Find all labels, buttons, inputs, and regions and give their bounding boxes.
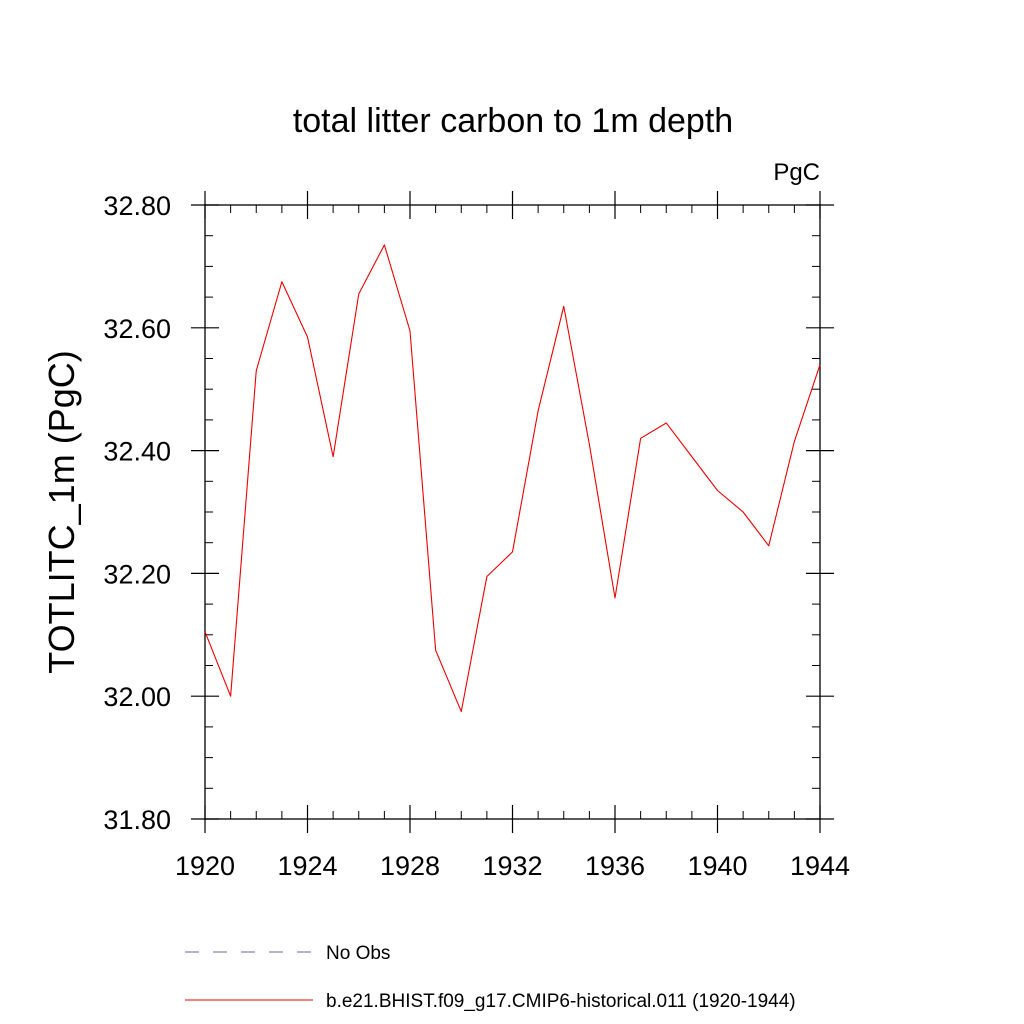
data-point [588, 443, 591, 446]
data-point [537, 409, 540, 412]
x-tick-label: 1924 [277, 851, 337, 881]
x-tick-label: 1920 [175, 851, 235, 881]
data-point [434, 649, 437, 652]
y-tick-label: 32.80 [103, 191, 171, 221]
x-tick-label: 1928 [380, 851, 440, 881]
data-point [255, 369, 258, 372]
y-axis-label: TOTLITC_1m (PgC) [41, 350, 82, 673]
data-point [280, 280, 283, 283]
data-point [767, 544, 770, 547]
data-point [639, 437, 642, 440]
y-tick-label: 31.80 [103, 805, 171, 835]
y-tick-label: 32.40 [103, 437, 171, 467]
data-point [819, 363, 822, 366]
legend-label: No Obs [326, 943, 390, 964]
x-tick-label: 1940 [687, 851, 747, 881]
series-line [204, 244, 821, 713]
data-point [204, 630, 207, 633]
y-axis-ticks: 31.80 32.00 32.20 32.40 32.60 32.80 [103, 191, 834, 835]
x-tick-label: 1936 [585, 851, 645, 881]
y-tick-label: 32.60 [103, 314, 171, 344]
data-point [511, 550, 514, 553]
data-point [690, 455, 693, 458]
x-axis-ticks: 1920 1924 1928 1932 1936 1940 1944 [175, 191, 850, 881]
data-point [614, 596, 617, 599]
data-point [485, 575, 488, 578]
y-tick-label: 32.00 [103, 682, 171, 712]
data-point [793, 440, 796, 443]
data-point [742, 511, 745, 514]
legend-label: b.e21.BHIST.f09_g17.CMIP6-historical.011… [326, 991, 796, 1012]
data-point [357, 293, 360, 296]
data-point [383, 243, 386, 246]
data-point [460, 710, 463, 713]
data-point [716, 489, 719, 492]
data-point [665, 421, 668, 424]
data-point [332, 455, 335, 458]
series-layer [204, 243, 822, 713]
legend: No Obs b.e21.BHIST.f09_g17.CMIP6-historic… [185, 943, 796, 1012]
chart-title: total litter carbon to 1m depth [293, 102, 733, 140]
data-point [562, 305, 565, 308]
data-point [229, 695, 232, 698]
data-point [306, 336, 309, 339]
y-tick-label: 32.20 [103, 559, 171, 589]
units-label: PgC [773, 159, 820, 186]
x-tick-label: 1944 [790, 851, 850, 881]
x-tick-label: 1932 [482, 851, 542, 881]
data-point [409, 329, 412, 332]
